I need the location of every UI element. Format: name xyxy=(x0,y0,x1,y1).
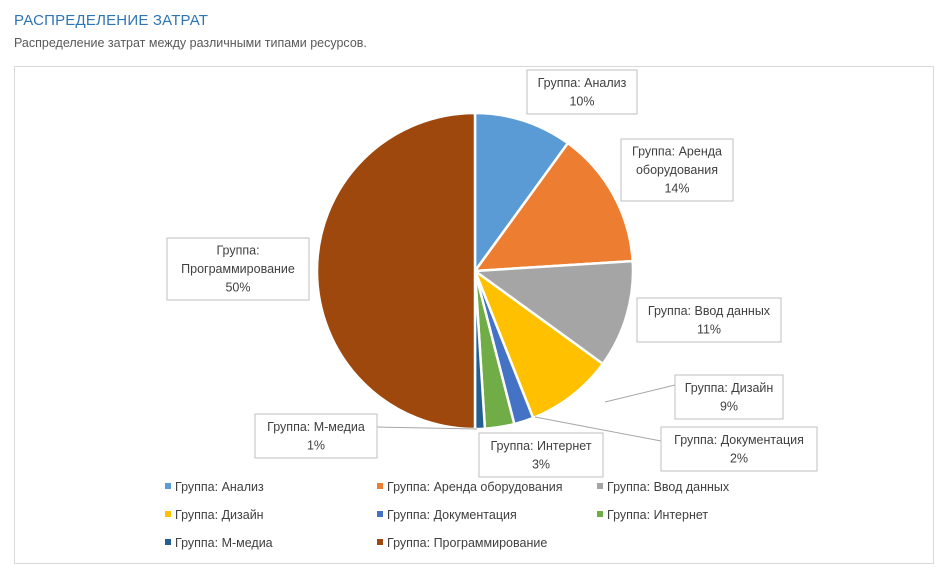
legend-item: Группа: Программирование xyxy=(377,536,547,550)
report-subtitle: Распределение затрат между различными ти… xyxy=(14,36,367,50)
legend-item: Группа: Документация xyxy=(377,508,517,522)
data-label-text: Группа: Ввод данных xyxy=(648,304,771,318)
legend-item: Группа: Дизайн xyxy=(165,508,264,522)
data-label-text: Группа: Интернет xyxy=(490,439,591,453)
report-title: РАСПРЕДЕЛЕНИЕ ЗАТРАТ xyxy=(14,12,209,29)
data-label: Группа: Документация 2% xyxy=(660,426,818,472)
legend-swatch xyxy=(377,483,383,489)
data-label-box xyxy=(478,432,604,478)
leader-line xyxy=(376,426,478,430)
data-label-text: Группа: М-медиа xyxy=(267,420,365,434)
data-label-text: 50% xyxy=(225,281,250,295)
legend-item: Группа: Аренда оборудования xyxy=(377,480,563,494)
legend-label: Группа: М-медиа xyxy=(175,536,273,550)
data-label-text: 14% xyxy=(664,182,689,196)
data-label: Группа: Интернет 3% xyxy=(478,432,604,478)
data-label: Группа: М-медиа 1% xyxy=(254,413,378,459)
data-label: Группа: Программирование 50% xyxy=(166,237,310,301)
data-label-box xyxy=(636,297,782,343)
data-label-text: 2% xyxy=(730,451,748,465)
legend-label: Группа: Программирование xyxy=(387,536,547,550)
legend-label: Группа: Интернет xyxy=(607,508,708,522)
pie-slice xyxy=(472,141,635,273)
data-label-text: Группа: Аренда xyxy=(632,145,722,159)
legend-swatch xyxy=(165,539,171,545)
data-label: Группа: Аренда оборудования 14% xyxy=(620,138,734,202)
legend-swatch xyxy=(377,511,383,517)
data-label-text: Группа: Документация xyxy=(674,433,804,447)
data-label-box xyxy=(526,69,638,115)
data-label-text: 11% xyxy=(697,322,721,336)
data-label: Группа: Дизайн 9% xyxy=(674,374,784,420)
legend-label: Группа: Ввод данных xyxy=(607,480,730,494)
legend-label: Группа: Аренда оборудования xyxy=(387,480,563,494)
data-label-text: 10% xyxy=(569,94,594,108)
data-label-text: 3% xyxy=(532,457,550,471)
leader-line xyxy=(604,384,676,403)
legend-label: Группа: Документация xyxy=(387,508,517,522)
data-label-text: Группа: Дизайн xyxy=(685,381,774,395)
data-label-text: оборудования xyxy=(636,163,718,177)
legend-label: Группа: Дизайн xyxy=(175,508,264,522)
legend-swatch xyxy=(597,511,603,517)
legend-label: Группа: Анализ xyxy=(175,480,264,494)
data-label-text: 9% xyxy=(720,399,738,413)
pie-slice xyxy=(473,111,570,275)
data-label-text: 1% xyxy=(307,438,325,452)
pie-slice xyxy=(471,259,635,366)
legend-item: Группа: Анализ xyxy=(165,480,264,494)
data-label-text: Программирование xyxy=(181,262,295,276)
legend-swatch xyxy=(377,539,383,545)
data-label-box xyxy=(254,413,378,459)
legend-swatch xyxy=(165,511,171,517)
legend-swatch xyxy=(165,483,171,489)
legend-item: Группа: Интернет xyxy=(597,508,708,522)
leader-line xyxy=(534,416,662,442)
data-label-box xyxy=(166,237,310,301)
data-label: Группа: Анализ 10% xyxy=(526,69,638,115)
data-label-text: Группа: xyxy=(216,244,259,258)
pie-chart: Группа: Анализ 10% Группа: Аренда оборудова… xyxy=(165,69,818,550)
data-label-box xyxy=(674,374,784,420)
legend-item: Группа: Ввод данных xyxy=(597,480,730,494)
pie-slice xyxy=(315,111,477,431)
pie-slice xyxy=(472,267,605,420)
data-label-text: Группа: Анализ xyxy=(538,76,627,90)
legend-item: Группа: М-медиа xyxy=(165,536,273,550)
data-label-box xyxy=(660,426,818,472)
data-label: Группа: Ввод данных 11% xyxy=(636,297,782,343)
legend-swatch xyxy=(597,483,603,489)
chart-frame: Группа: Анализ 10% Группа: Аренда оборудова… xyxy=(14,66,934,564)
data-label-box xyxy=(620,138,734,202)
